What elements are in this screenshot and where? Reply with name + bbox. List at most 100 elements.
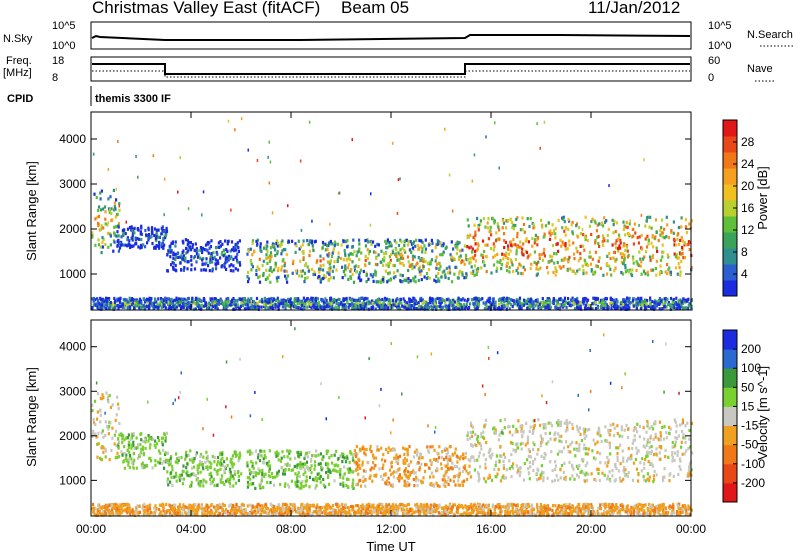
range-cell: [150, 459, 153, 463]
range-cell: [419, 298, 422, 303]
range-cell: [282, 298, 285, 302]
range-cell: [563, 296, 567, 300]
range-cell: [333, 240, 337, 244]
range-cell: [209, 482, 212, 486]
range-cell: [573, 302, 576, 306]
range-cell: [201, 258, 204, 262]
range-cell: [536, 243, 539, 247]
range-cell: [474, 230, 477, 234]
range-cell: [316, 259, 319, 263]
range-cell: [676, 272, 679, 276]
range-cell: [330, 302, 333, 306]
range-cell: [673, 302, 676, 306]
range-cell: [320, 299, 323, 303]
range-cell: [106, 395, 110, 399]
range-cell: [116, 451, 119, 455]
range-cell: [625, 473, 628, 477]
range-cell: [527, 467, 530, 471]
range-cell: [440, 300, 443, 304]
range-cell: [424, 250, 427, 254]
range-cell: [364, 302, 367, 306]
range-cell: [483, 307, 486, 311]
range-cell: [157, 235, 160, 239]
range-cell: [421, 302, 424, 306]
range-cell: [225, 479, 228, 483]
range-cell: [214, 305, 217, 309]
range-cell: [557, 218, 560, 222]
range-cell: [344, 273, 347, 277]
range-cell: [360, 251, 363, 255]
range-cell: [378, 300, 381, 305]
range-cell: [96, 392, 100, 396]
range-cell: [592, 296, 595, 300]
range-cell: [313, 305, 316, 309]
range-cell: [374, 273, 377, 277]
range-cell: [173, 307, 176, 311]
range-cell: [390, 252, 393, 257]
range-cell: [195, 252, 198, 256]
range-cell: [483, 249, 486, 254]
range-cell: [584, 260, 587, 264]
range-cell: [404, 467, 407, 471]
range-cell: [597, 471, 600, 476]
range-cell: [155, 442, 159, 446]
range-cell: [321, 240, 325, 245]
range-cell: [613, 269, 616, 273]
velocity-data: [91, 327, 694, 517]
range-cell: [671, 453, 674, 457]
range-cell: [152, 306, 155, 310]
range-cell: [441, 450, 444, 454]
range-cell: [286, 463, 289, 467]
range-cell: [371, 479, 374, 483]
range-cell: [291, 468, 295, 472]
range-cell: [370, 301, 373, 305]
range-cell: [564, 233, 567, 237]
range-cell: [471, 425, 475, 429]
range-cell: [428, 298, 431, 302]
range-cell: [687, 469, 690, 473]
range-cell: [501, 226, 504, 230]
range-cell: [496, 252, 499, 256]
range-cell: [690, 266, 693, 270]
range-cell: [321, 457, 324, 462]
range-cell: [277, 301, 280, 306]
range-cell: [684, 218, 687, 222]
range-cell: [362, 475, 365, 479]
range-cell: [395, 453, 398, 457]
range-cell: [261, 471, 264, 475]
range-cell: [474, 302, 477, 306]
range-cell: [636, 262, 639, 266]
range-cell: [294, 304, 297, 308]
range-cell: [355, 445, 358, 449]
range-cell: [109, 195, 112, 199]
range-cell: [175, 479, 178, 483]
range-cell: [147, 228, 150, 232]
range-cell: [170, 241, 173, 245]
range-cell: [131, 229, 134, 233]
range-cell: [280, 268, 283, 272]
range-cell: [186, 297, 189, 301]
range-cell: [316, 297, 319, 301]
range-cell: [487, 217, 490, 221]
range-cell: [622, 305, 626, 309]
range-cell: [147, 236, 150, 240]
range-cell: [105, 307, 108, 311]
range-cell: [596, 223, 599, 227]
range-cell: [577, 300, 580, 304]
range-cell: [297, 454, 300, 458]
range-cell: [185, 246, 188, 250]
range-cell: [560, 440, 563, 444]
range-cell: [412, 240, 415, 244]
range-cell: [351, 302, 354, 306]
range-cell: [556, 261, 559, 265]
range-cell: [405, 447, 408, 451]
range-cell: [540, 454, 543, 458]
range-cell: [515, 464, 518, 468]
range-cell: [317, 267, 321, 271]
range-cell: [553, 252, 556, 256]
range-cell: [322, 273, 325, 278]
range-cell: [454, 483, 457, 487]
range-cell: [596, 264, 599, 269]
range-cell: [516, 216, 519, 220]
range-cell: [276, 305, 280, 309]
